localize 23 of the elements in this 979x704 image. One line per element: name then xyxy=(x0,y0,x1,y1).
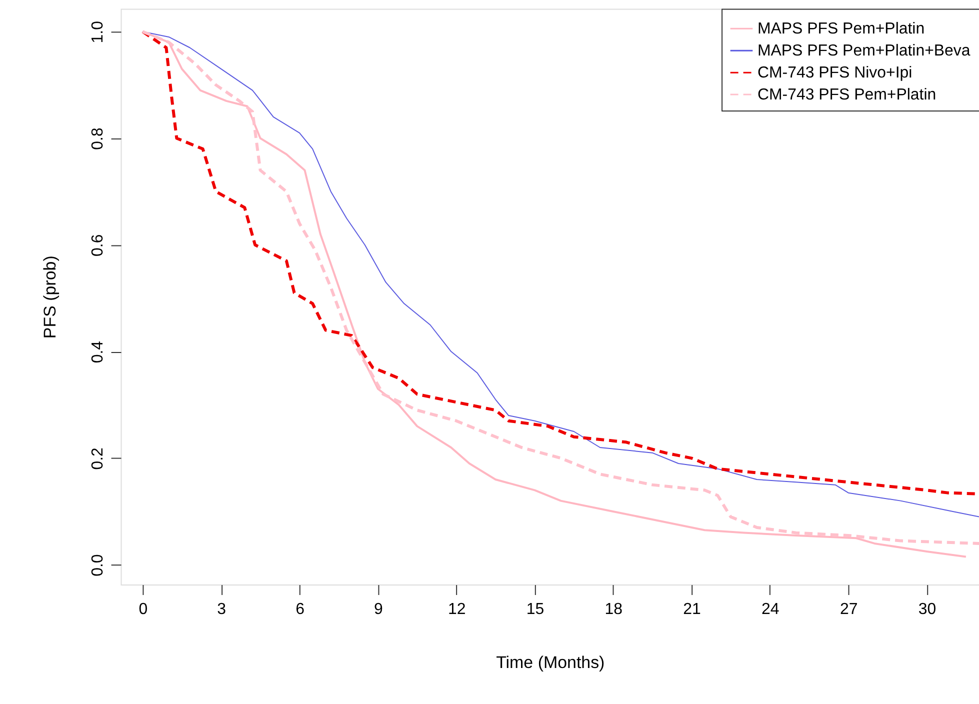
legend-label: CM-743 PFS Pem+Platin xyxy=(757,86,936,104)
x-axis-title: Time (Months) xyxy=(496,652,605,672)
y-tick-label: 0.4 xyxy=(89,340,106,364)
x-tick-label: 27 xyxy=(840,600,858,618)
y-tick-label: 0.6 xyxy=(89,234,106,256)
legend-label: CM-743 PFS Nivo+Ipi xyxy=(757,64,912,82)
y-axis-title: PFS (prob) xyxy=(40,256,60,339)
legend-label: MAPS PFS Pem+Platin+Beva xyxy=(757,42,970,60)
x-tick-label: 6 xyxy=(296,600,305,618)
x-tick-label: 24 xyxy=(762,600,780,618)
x-tick-label: 0 xyxy=(138,600,148,618)
x-tick-label: 18 xyxy=(604,600,623,618)
y-tick-label: 0.8 xyxy=(89,128,106,150)
x-tick-label: 12 xyxy=(448,600,466,618)
y-tick-label: 0.0 xyxy=(89,554,106,576)
y-tick-label: 0.2 xyxy=(89,447,106,470)
x-tick-label: 30 xyxy=(918,600,936,618)
x-tick-label: 21 xyxy=(683,600,702,618)
x-tick-label: 3 xyxy=(217,600,226,618)
y-tick-label: 1.0 xyxy=(89,20,106,44)
x-tick-label: 15 xyxy=(526,600,544,618)
x-tick-label: 9 xyxy=(374,600,383,618)
legend-label: MAPS PFS Pem+Platin xyxy=(757,20,925,38)
